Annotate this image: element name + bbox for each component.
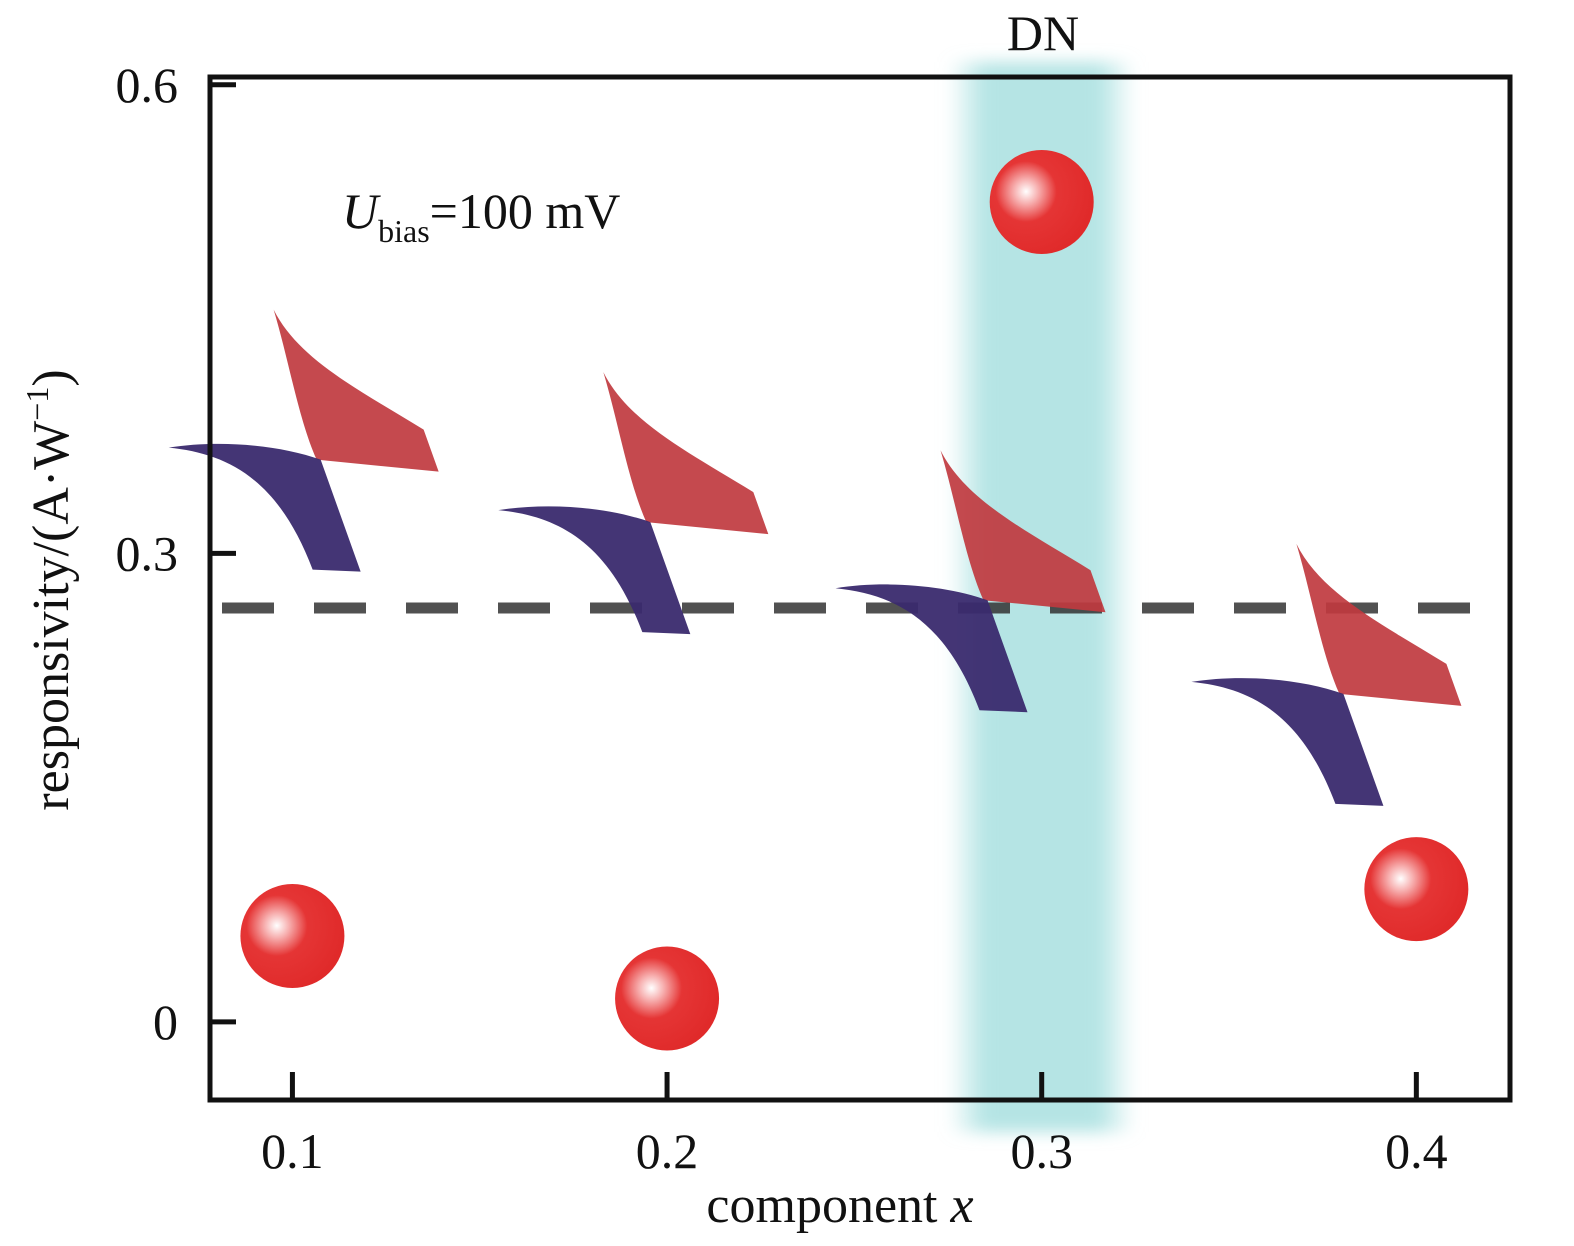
dn-band-label: DN: [1007, 5, 1079, 61]
device-icon-bottom: [498, 506, 691, 635]
x-tick-label: 0.2: [636, 1123, 699, 1179]
data-point: [989, 149, 1094, 254]
device-icon: [1191, 543, 1462, 806]
x-tick-label: 0.3: [1010, 1123, 1073, 1179]
data-points-layer: [240, 149, 1469, 1051]
y-axis-title-close: ): [23, 369, 80, 386]
data-point: [1364, 837, 1469, 942]
y-tick-label: 0.3: [116, 525, 179, 581]
x-tick-label: 0.1: [261, 1123, 324, 1179]
device-icons-layer: [168, 309, 1462, 806]
plot-frame: [207, 74, 1513, 1103]
device-icon-bottom: [1191, 678, 1384, 806]
x-axis-title-text: component: [706, 1177, 950, 1234]
y-axis-title-sup: −1: [19, 387, 55, 421]
data-point: [240, 884, 345, 989]
data-point: [615, 946, 720, 1051]
device-icon-bottom: [168, 443, 361, 572]
bias-annotation-var: U: [342, 183, 381, 239]
device-icon: [498, 372, 769, 635]
device-icon-top: [940, 450, 1106, 613]
x-tick-label: 0.4: [1385, 1123, 1448, 1179]
device-icon-top: [273, 309, 439, 472]
device-icon-top: [1296, 543, 1462, 706]
y-axis-title-text: responsivity/(A·W: [23, 421, 80, 811]
y-tick-label: 0.6: [116, 57, 179, 113]
bias-annotation-sub: bias: [378, 213, 430, 249]
y-tick-label: 0: [153, 994, 178, 1050]
device-icon: [835, 450, 1106, 713]
device-icon-bottom: [835, 584, 1028, 713]
bias-annotation: Ubias=100 mV: [342, 183, 620, 249]
y-axis-title: responsivity/(A·W−1): [19, 369, 80, 810]
device-icon: [168, 309, 439, 572]
device-icon-top: [603, 372, 769, 535]
x-axis-ticks: 0.1 0.2 0.3 0.4: [261, 1072, 1448, 1179]
x-axis-title: component x: [706, 1177, 973, 1234]
y-axis-ticks: 0 0.3 0.6: [116, 57, 236, 1050]
x-axis-title-var: x: [949, 1177, 973, 1234]
bias-annotation-text: =100 mV: [430, 183, 621, 239]
